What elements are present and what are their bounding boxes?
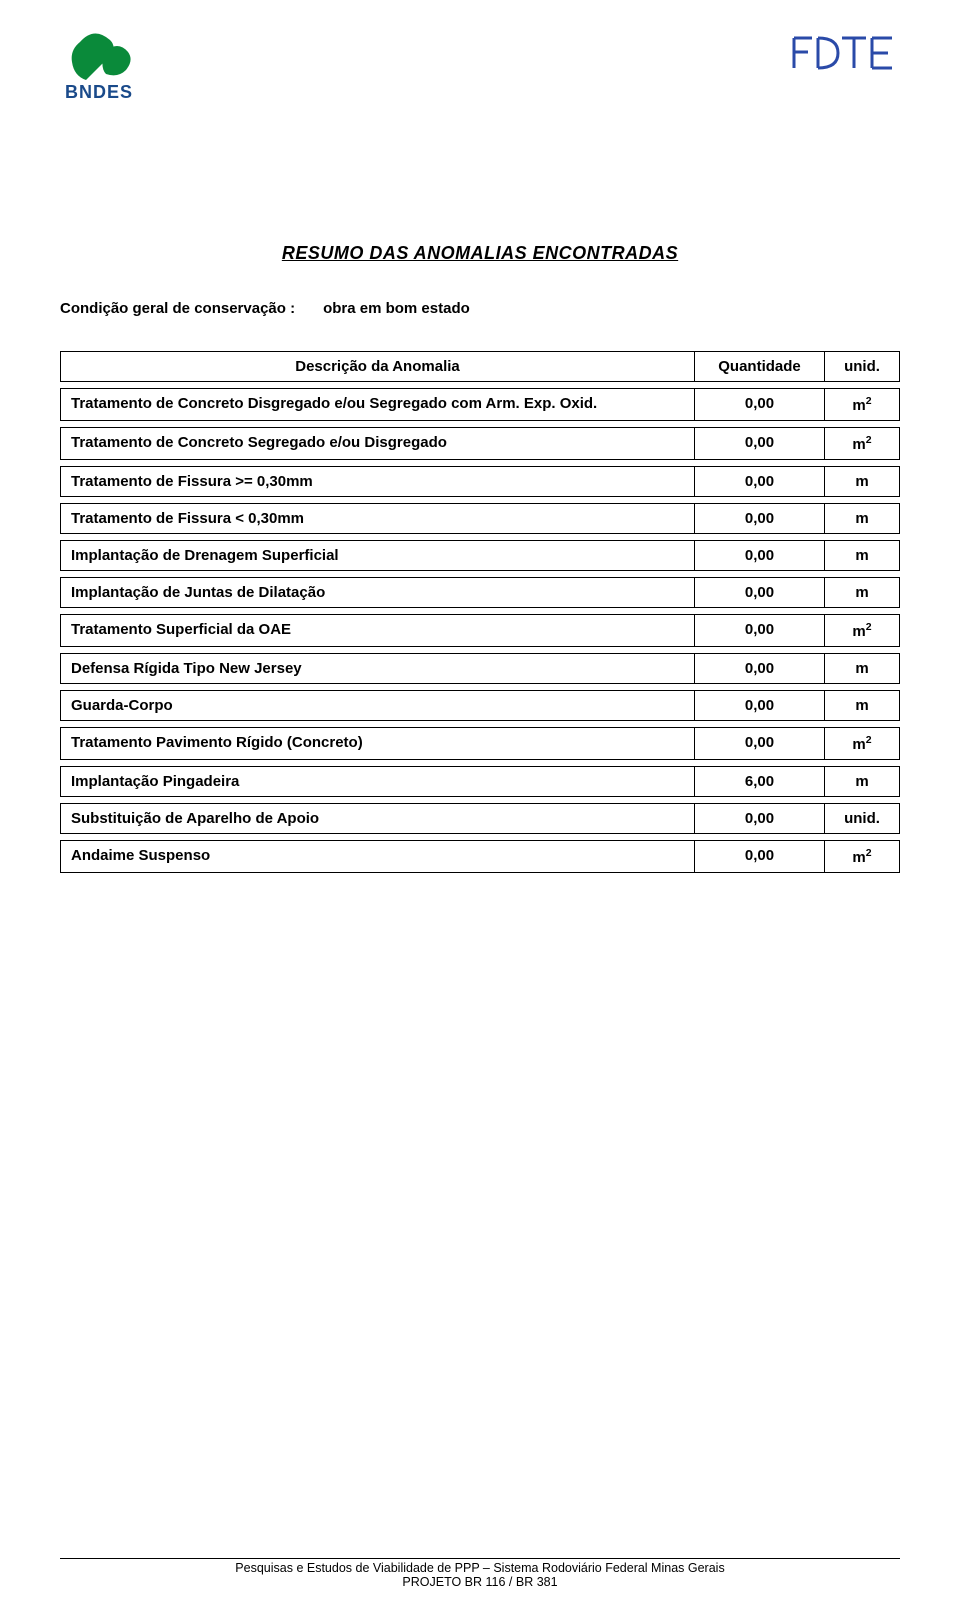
cell-desc: Guarda-Corpo	[60, 690, 695, 721]
cell-qty: 0,00	[695, 727, 825, 760]
table-row: Tratamento Pavimento Rígido (Concreto)0,…	[60, 727, 900, 760]
cell-unit: m	[825, 653, 900, 684]
table-row: Guarda-Corpo0,00m	[60, 690, 900, 721]
cell-qty: 0,00	[695, 614, 825, 647]
header-logos: BNDES	[60, 30, 900, 103]
fdte-logo-icon	[790, 30, 900, 74]
cell-desc: Tratamento Pavimento Rígido (Concreto)	[60, 727, 695, 760]
cell-desc: Implantação de Juntas de Dilatação	[60, 577, 695, 608]
bndes-logo-text: BNDES	[65, 82, 133, 103]
cell-qty: 0,00	[695, 577, 825, 608]
cell-qty: 0,00	[695, 466, 825, 497]
table-row: Tratamento de Fissura < 0,30mm0,00m	[60, 503, 900, 534]
cell-unit: m	[825, 766, 900, 797]
cell-unit: m	[825, 503, 900, 534]
condition-row: Condição geral de conservação : obra em …	[60, 300, 900, 317]
cell-unit: m	[825, 540, 900, 571]
page-footer: Pesquisas e Estudos de Viabilidade de PP…	[60, 1558, 900, 1589]
cell-unit: m2	[825, 388, 900, 421]
cell-desc: Implantação Pingadeira	[60, 766, 695, 797]
table-row: Tratamento de Concreto Disgregado e/ou S…	[60, 388, 900, 421]
table-row: Tratamento Superficial da OAE0,00m2	[60, 614, 900, 647]
bndes-logo-icon	[60, 30, 138, 88]
table-row: Defensa Rígida Tipo New Jersey0,00m	[60, 653, 900, 684]
cell-qty: 0,00	[695, 803, 825, 834]
cell-desc: Implantação de Drenagem Superficial	[60, 540, 695, 571]
cell-desc: Tratamento de Fissura >= 0,30mm	[60, 466, 695, 497]
cell-desc: Tratamento de Fissura < 0,30mm	[60, 503, 695, 534]
cell-desc: Tratamento Superficial da OAE	[60, 614, 695, 647]
col-header-desc: Descrição da Anomalia	[60, 351, 695, 382]
table-row: Andaime Suspenso0,00m2	[60, 840, 900, 873]
cell-unit: m2	[825, 727, 900, 760]
cell-qty: 0,00	[695, 427, 825, 460]
cell-unit: m2	[825, 614, 900, 647]
bndes-logo: BNDES	[60, 30, 138, 103]
col-header-unit: unid.	[825, 351, 900, 382]
cell-qty: 0,00	[695, 503, 825, 534]
cell-qty: 0,00	[695, 840, 825, 873]
table-row: Implantação de Drenagem Superficial0,00m	[60, 540, 900, 571]
cell-unit: m	[825, 466, 900, 497]
cell-qty: 0,00	[695, 388, 825, 421]
cell-desc: Defensa Rígida Tipo New Jersey	[60, 653, 695, 684]
footer-line-2: PROJETO BR 116 / BR 381	[60, 1575, 900, 1589]
page-title: RESUMO DAS ANOMALIAS ENCONTRADAS	[60, 243, 900, 264]
cell-unit: unid.	[825, 803, 900, 834]
table-header-row: Descrição da Anomalia Quantidade unid.	[60, 351, 900, 382]
cell-desc: Tratamento de Concreto Disgregado e/ou S…	[60, 388, 695, 421]
fdte-logo	[790, 30, 900, 74]
cell-unit: m2	[825, 840, 900, 873]
condition-value: obra em bom estado	[323, 300, 470, 317]
col-header-qty: Quantidade	[695, 351, 825, 382]
table-row: Implantação de Juntas de Dilatação0,00m	[60, 577, 900, 608]
cell-desc: Andaime Suspenso	[60, 840, 695, 873]
cell-qty: 0,00	[695, 540, 825, 571]
condition-label: Condição geral de conservação :	[60, 300, 295, 317]
anomalies-table: Descrição da Anomalia Quantidade unid. T…	[60, 351, 900, 873]
cell-desc: Tratamento de Concreto Segregado e/ou Di…	[60, 427, 695, 460]
footer-line-1: Pesquisas e Estudos de Viabilidade de PP…	[60, 1561, 900, 1575]
cell-qty: 6,00	[695, 766, 825, 797]
table-row: Tratamento de Concreto Segregado e/ou Di…	[60, 427, 900, 460]
table-row: Tratamento de Fissura >= 0,30mm0,00m	[60, 466, 900, 497]
table-row: Implantação Pingadeira6,00m	[60, 766, 900, 797]
cell-unit: m2	[825, 427, 900, 460]
cell-qty: 0,00	[695, 690, 825, 721]
cell-unit: m	[825, 577, 900, 608]
cell-desc: Substituição de Aparelho de Apoio	[60, 803, 695, 834]
cell-unit: m	[825, 690, 900, 721]
table-row: Substituição de Aparelho de Apoio0,00uni…	[60, 803, 900, 834]
cell-qty: 0,00	[695, 653, 825, 684]
